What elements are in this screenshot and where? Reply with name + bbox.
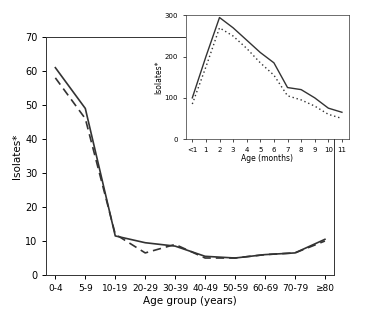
Y-axis label: Isolates*: Isolates* — [12, 133, 22, 179]
X-axis label: Age (months): Age (months) — [241, 154, 293, 163]
Y-axis label: Isolates*: Isolates* — [154, 61, 163, 94]
X-axis label: Age group (years): Age group (years) — [143, 296, 237, 306]
